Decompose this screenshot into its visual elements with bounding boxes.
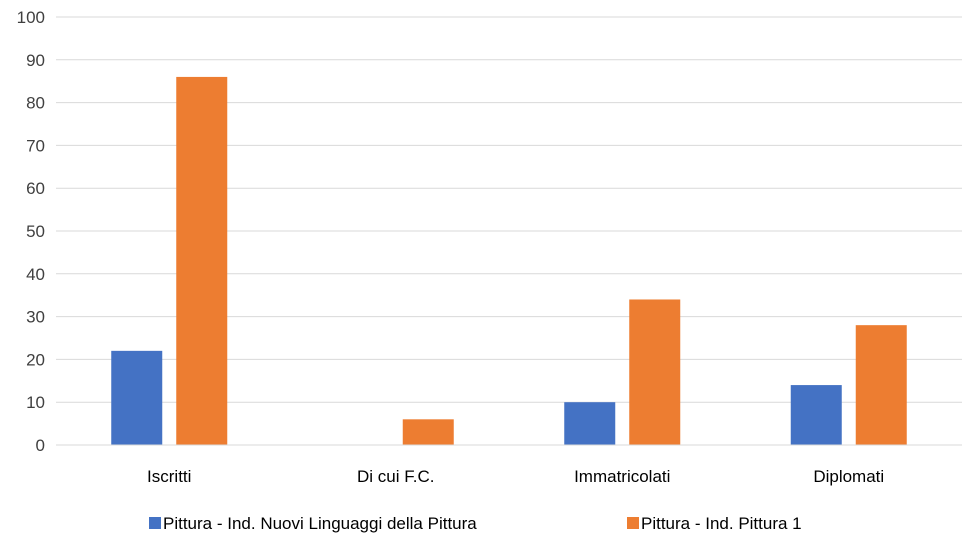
legend-item: Pittura - Ind. Nuovi Linguaggi della Pit…: [149, 514, 477, 533]
legend-item: Pittura - Ind. Pittura 1: [627, 514, 802, 533]
legend: Pittura - Ind. Nuovi Linguaggi della Pit…: [149, 514, 802, 533]
y-tick-label: 100: [17, 8, 45, 27]
bar-nuovi-linguaggi-0: [111, 350, 163, 445]
bar-pittura-1-2: [629, 299, 681, 445]
y-tick-label: 0: [36, 436, 45, 455]
y-tick-label: 70: [26, 136, 45, 155]
bar-pittura-1-3: [855, 325, 907, 445]
y-tick-label: 30: [26, 308, 45, 327]
category-label: Iscritti: [147, 467, 191, 486]
bar-pittura-1-1: [402, 419, 454, 445]
y-tick-label: 60: [26, 179, 45, 198]
category-label: Diplomati: [813, 467, 884, 486]
legend-swatch: [149, 517, 161, 529]
y-tick-label: 80: [26, 94, 45, 113]
x-axis-category-labels: Iscritti Di cui F.C. Immatricolati Diplomat…: [147, 467, 884, 486]
bar-pittura-1-0: [176, 76, 228, 446]
bar-nuovi-linguaggi-2: [564, 402, 616, 445]
legend-label: Pittura - Ind. Nuovi Linguaggi della Pit…: [163, 514, 477, 533]
bars: [111, 76, 907, 446]
legend-swatch: [627, 517, 639, 529]
y-axis-tick-labels: 0 10 20 30 40 50 60 70 80 90 100: [17, 8, 45, 455]
y-tick-label: 40: [26, 265, 45, 284]
y-tick-label: 90: [26, 51, 45, 70]
y-tick-label: 50: [26, 222, 45, 241]
y-tick-label: 20: [26, 350, 45, 369]
legend-label: Pittura - Ind. Pittura 1: [641, 514, 802, 533]
category-label: Di cui F.C.: [357, 467, 434, 486]
bar-nuovi-linguaggi-3: [790, 385, 842, 445]
y-tick-label: 10: [26, 393, 45, 412]
category-label: Immatricolati: [574, 467, 670, 486]
